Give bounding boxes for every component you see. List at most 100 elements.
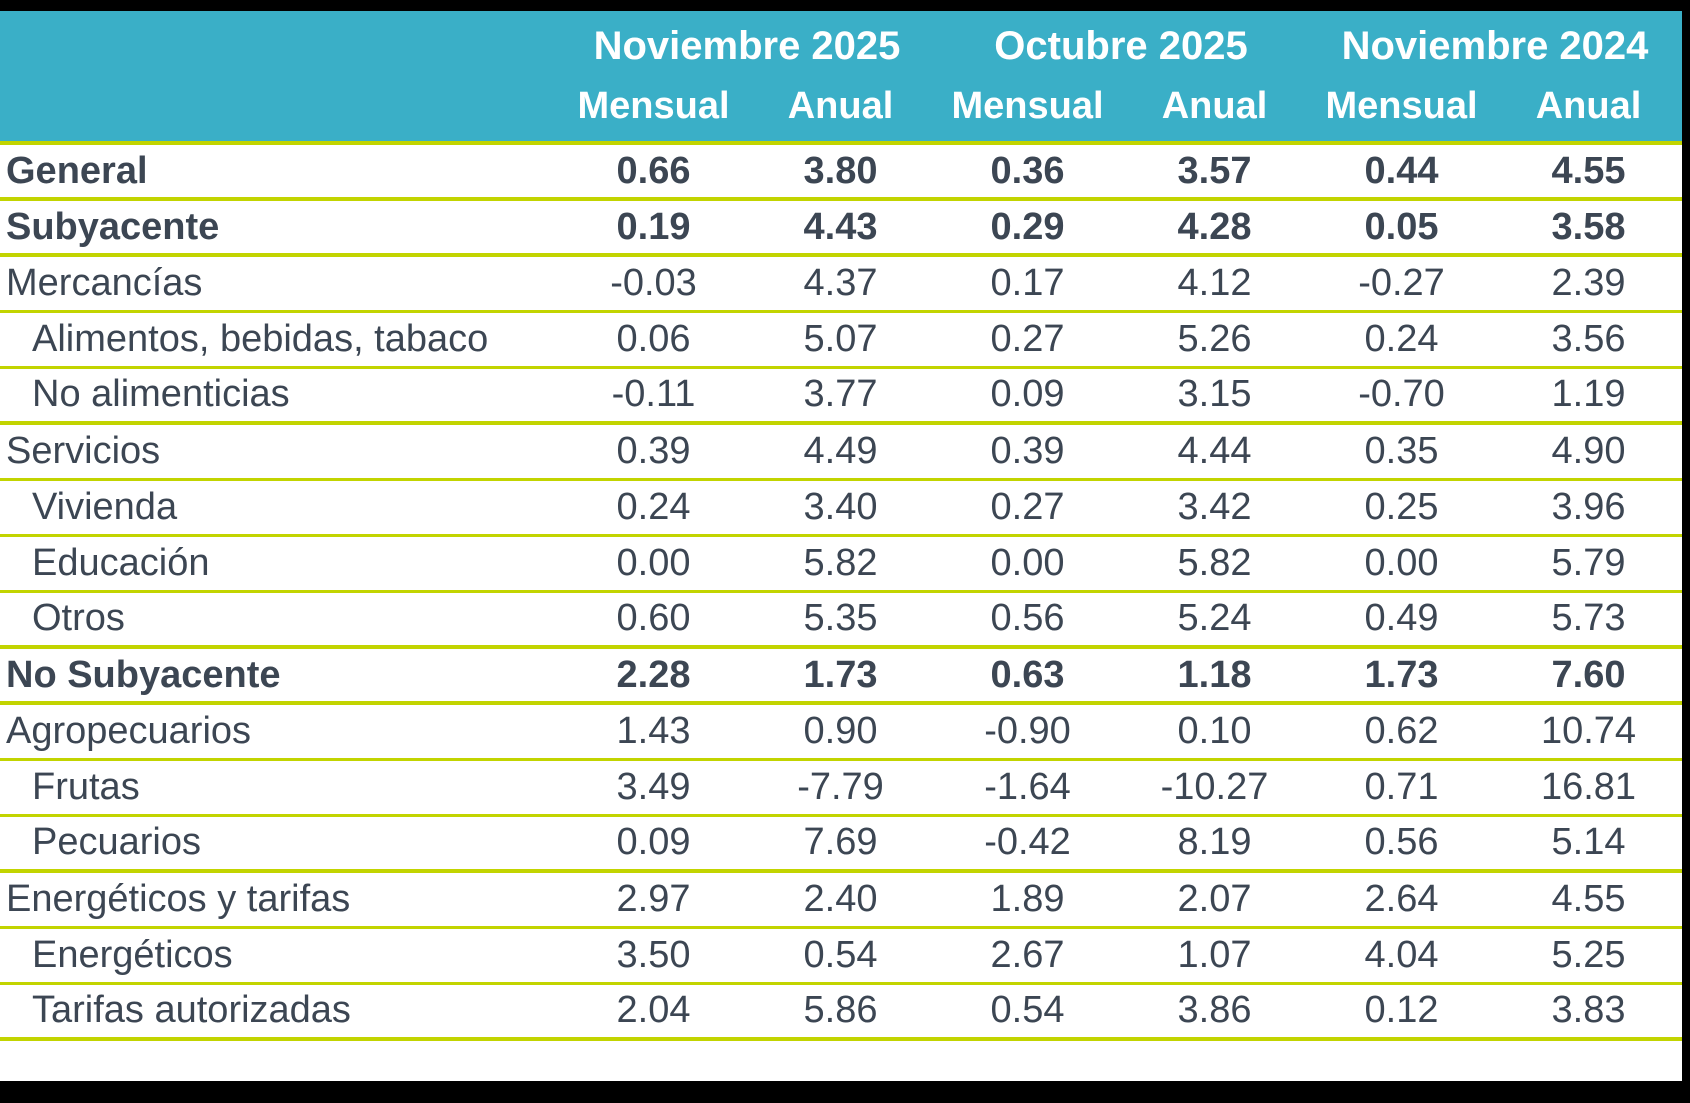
row-educacion: Educación 0.00 5.82 0.00 5.82 0.00 5.79 — [0, 535, 1682, 593]
value-cell: 4.44 — [1121, 423, 1308, 481]
row-label: Educación — [0, 535, 560, 593]
row-energeticos: Energéticos 3.50 0.54 2.67 1.07 4.04 5.2… — [0, 927, 1682, 985]
header-anual-nov2025: Anual — [747, 76, 934, 145]
value-cell: 0.19 — [560, 199, 747, 257]
value-cell: -0.42 — [934, 815, 1121, 873]
header-mensual-nov2025: Mensual — [560, 76, 747, 145]
value-cell: 3.77 — [747, 367, 934, 425]
value-cell: 7.60 — [1495, 647, 1682, 705]
value-cell: 5.26 — [1121, 311, 1308, 369]
value-cell: 4.37 — [747, 255, 934, 313]
value-cell: 0.56 — [934, 591, 1121, 649]
table-header: Noviembre 2025 Octubre 2025 Noviembre 20… — [0, 11, 1682, 145]
value-cell: 4.28 — [1121, 199, 1308, 257]
value-cell: 0.36 — [934, 143, 1121, 201]
header-measure-row: Mensual Anual Mensual Anual Mensual Anua… — [0, 76, 1682, 145]
value-cell: 2.07 — [1121, 871, 1308, 929]
value-cell: 0.66 — [560, 143, 747, 201]
row-label: Pecuarios — [0, 815, 560, 873]
top-border — [0, 0, 1690, 11]
value-cell: 2.39 — [1495, 255, 1682, 313]
value-cell: 3.50 — [560, 927, 747, 985]
value-cell: 0.54 — [934, 983, 1121, 1041]
row-label: No Subyacente — [0, 647, 560, 705]
inflation-table: Noviembre 2025 Octubre 2025 Noviembre 20… — [0, 11, 1682, 1041]
value-cell: 16.81 — [1495, 759, 1682, 817]
value-cell: 0.54 — [747, 927, 934, 985]
header-corner-cell — [0, 11, 560, 76]
value-cell: 5.14 — [1495, 815, 1682, 873]
value-cell: 1.18 — [1121, 647, 1308, 705]
value-cell: 5.82 — [747, 535, 934, 593]
value-cell: 4.49 — [747, 423, 934, 481]
value-cell: 0.00 — [560, 535, 747, 593]
value-cell: 0.39 — [560, 423, 747, 481]
value-cell: -0.70 — [1308, 367, 1495, 425]
value-cell: -0.11 — [560, 367, 747, 425]
value-cell: 3.80 — [747, 143, 934, 201]
header-mensual-oct2025: Mensual — [934, 76, 1121, 145]
header-mensual-nov2024: Mensual — [1308, 76, 1495, 145]
value-cell: 10.74 — [1495, 703, 1682, 761]
table-body: General 0.66 3.80 0.36 3.57 0.44 4.55 Su… — [0, 143, 1682, 1041]
value-cell: 0.24 — [1308, 311, 1495, 369]
value-cell: 0.17 — [934, 255, 1121, 313]
row-otros: Otros 0.60 5.35 0.56 5.24 0.49 5.73 — [0, 591, 1682, 649]
value-cell: 1.73 — [1308, 647, 1495, 705]
value-cell: 5.82 — [1121, 535, 1308, 593]
row-label: No alimenticias — [0, 367, 560, 425]
row-vivienda: Vivienda 0.24 3.40 0.27 3.42 0.25 3.96 — [0, 479, 1682, 537]
row-label: Agropecuarios — [0, 703, 560, 761]
row-agropecuarios: Agropecuarios 1.43 0.90 -0.90 0.10 0.62 … — [0, 703, 1682, 761]
row-label: Energéticos — [0, 927, 560, 985]
value-cell: 8.19 — [1121, 815, 1308, 873]
row-label: Tarifas autorizadas — [0, 983, 560, 1041]
value-cell: 0.06 — [560, 311, 747, 369]
value-cell: 0.00 — [1308, 535, 1495, 593]
value-cell: 0.10 — [1121, 703, 1308, 761]
value-cell: 4.04 — [1308, 927, 1495, 985]
value-cell: 2.28 — [560, 647, 747, 705]
value-cell: -1.64 — [934, 759, 1121, 817]
value-cell: 1.89 — [934, 871, 1121, 929]
value-cell: 0.63 — [934, 647, 1121, 705]
value-cell: 0.62 — [1308, 703, 1495, 761]
value-cell: 5.25 — [1495, 927, 1682, 985]
value-cell: 2.67 — [934, 927, 1121, 985]
row-pecuarios: Pecuarios 0.09 7.69 -0.42 8.19 0.56 5.14 — [0, 815, 1682, 873]
value-cell: 4.90 — [1495, 423, 1682, 481]
value-cell: 3.96 — [1495, 479, 1682, 537]
row-label: Servicios — [0, 423, 560, 481]
row-subyacente: Subyacente 0.19 4.43 0.29 4.28 0.05 3.58 — [0, 199, 1682, 257]
value-cell: 0.60 — [560, 591, 747, 649]
value-cell: 5.35 — [747, 591, 934, 649]
value-cell: 1.19 — [1495, 367, 1682, 425]
value-cell: 0.56 — [1308, 815, 1495, 873]
value-cell: 5.24 — [1121, 591, 1308, 649]
value-cell: 0.05 — [1308, 199, 1495, 257]
value-cell: 3.57 — [1121, 143, 1308, 201]
value-cell: 3.15 — [1121, 367, 1308, 425]
header-anual-oct2025: Anual — [1121, 76, 1308, 145]
row-label: Vivienda — [0, 479, 560, 537]
header-group-noviembre-2025: Noviembre 2025 — [560, 11, 934, 76]
value-cell: 4.55 — [1495, 871, 1682, 929]
value-cell: 3.56 — [1495, 311, 1682, 369]
row-alimentos-bebidas-tabaco: Alimentos, bebidas, tabaco 0.06 5.07 0.2… — [0, 311, 1682, 369]
value-cell: -10.27 — [1121, 759, 1308, 817]
value-cell: -0.90 — [934, 703, 1121, 761]
value-cell: 3.83 — [1495, 983, 1682, 1041]
header-period-row: Noviembre 2025 Octubre 2025 Noviembre 20… — [0, 11, 1682, 76]
row-label: General — [0, 143, 560, 201]
value-cell: 3.58 — [1495, 199, 1682, 257]
value-cell: 4.43 — [747, 199, 934, 257]
value-cell: 2.04 — [560, 983, 747, 1041]
value-cell: 0.24 — [560, 479, 747, 537]
row-tarifas-autorizadas: Tarifas autorizadas 2.04 5.86 0.54 3.86 … — [0, 983, 1682, 1041]
value-cell: 7.69 — [747, 815, 934, 873]
header-group-noviembre-2024: Noviembre 2024 — [1308, 11, 1682, 76]
row-label: Subyacente — [0, 199, 560, 257]
row-label: Alimentos, bebidas, tabaco — [0, 311, 560, 369]
row-label: Mercancías — [0, 255, 560, 313]
